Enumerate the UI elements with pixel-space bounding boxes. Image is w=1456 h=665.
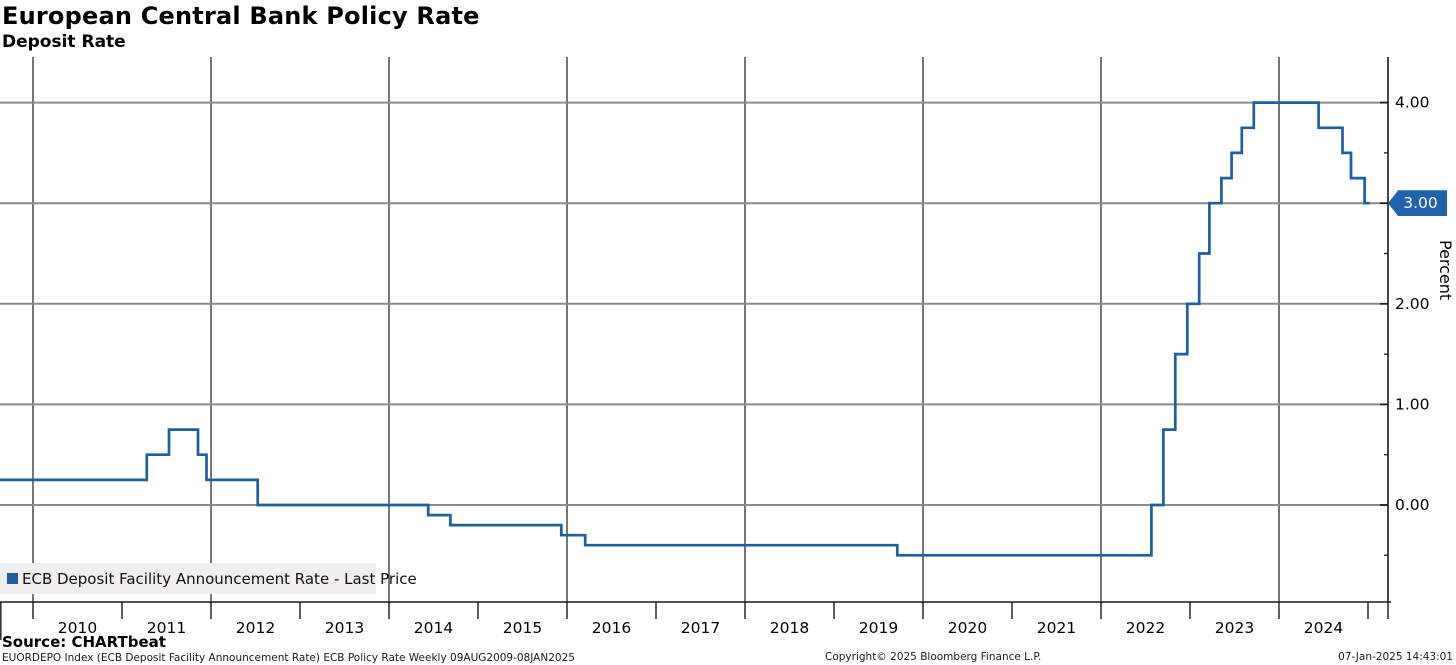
x-axis-year-label: 2015: [503, 619, 542, 637]
y-axis-tick-label: 1.00: [1395, 395, 1430, 413]
x-axis-year-label: 2022: [1126, 619, 1165, 637]
rate-step-line: [0, 101, 1370, 557]
legend-series-swatch-icon: [7, 573, 18, 584]
x-axis-year-label: 2019: [859, 619, 898, 637]
copyright-notice: Copyright© 2025 Bloomberg Finance L.P.: [825, 651, 1042, 663]
last-price-badge: 3.00: [1388, 190, 1447, 217]
x-axis-year-label: 2011: [147, 619, 186, 637]
x-axis-year-label: 2018: [770, 619, 809, 637]
x-axis-year-label: 2021: [1037, 619, 1076, 637]
y-axis-tick-label: 2.00: [1395, 295, 1430, 313]
x-axis-year-label: 2020: [948, 619, 987, 637]
chart-title: European Central Bank Policy Rate: [2, 2, 480, 30]
source-label: Source: CHARTbeat: [2, 633, 166, 651]
x-axis-year-label: 2012: [236, 619, 275, 637]
x-axis-year-label: 2010: [58, 619, 97, 637]
y-axis-tick-label: 4.00: [1395, 94, 1430, 112]
render-timestamp: 07-Jan-2025 14:43:01: [1338, 651, 1453, 663]
x-axis-year-label: 2023: [1215, 619, 1254, 637]
ticker-description: EUORDEPO Index (ECB Deposit Facility Ann…: [2, 652, 575, 664]
legend-label: ECB Deposit Facility Announcement Rate -…: [22, 569, 417, 588]
y-axis-title: Percent: [1436, 240, 1455, 301]
x-axis-year-label: 2014: [414, 619, 453, 637]
x-axis-year-label: 2017: [681, 619, 720, 637]
chart-subtitle: Deposit Rate: [2, 32, 126, 52]
legend: ECB Deposit Facility Announcement Rate -…: [0, 563, 417, 594]
x-axis-year-label: 2024: [1304, 619, 1343, 637]
x-axis-year-label: 2013: [325, 619, 364, 637]
x-axis-year-label: 2016: [592, 619, 631, 637]
y-axis-tick-label: 0.00: [1395, 496, 1430, 514]
